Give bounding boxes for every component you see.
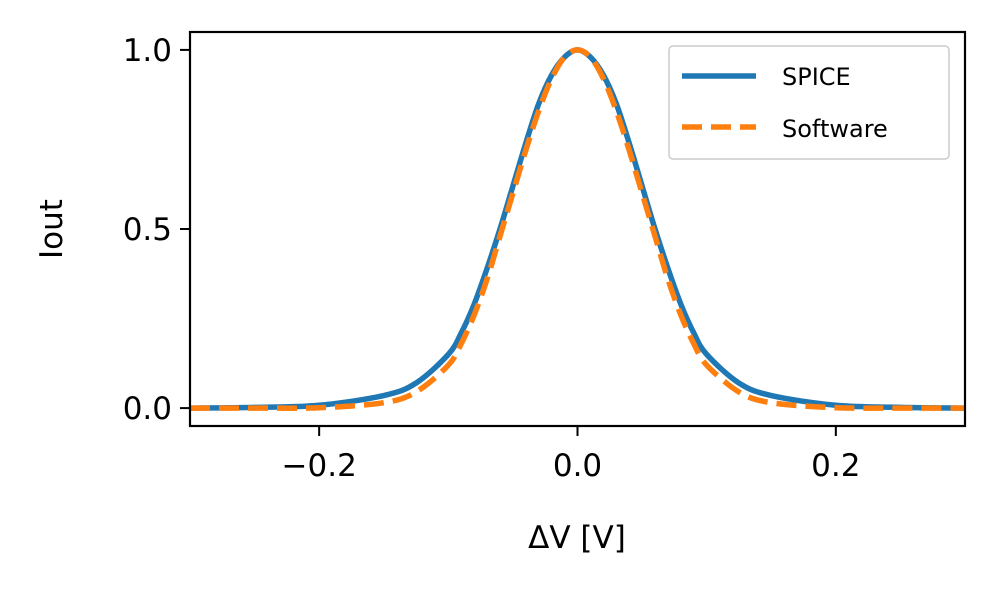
y-tick-label: 1.0 bbox=[123, 33, 172, 69]
y-tick-label: 0.0 bbox=[123, 391, 172, 427]
x-axis-label: ΔV [V] bbox=[528, 520, 626, 556]
legend-label-software: Software bbox=[782, 115, 888, 143]
series-line-software bbox=[189, 47, 966, 411]
y-tick-label: 0.5 bbox=[123, 212, 172, 248]
y-axis-ticks: 0.0 0.5 1.0 bbox=[123, 33, 190, 427]
legend: SPICE Software bbox=[668, 45, 950, 160]
x-tick-label: 0.0 bbox=[553, 448, 602, 484]
x-tick-label: 0.2 bbox=[811, 448, 860, 484]
series-layer bbox=[189, 47, 966, 411]
x-tick-label: −0.2 bbox=[282, 448, 357, 484]
legend-label-spice: SPICE bbox=[782, 63, 851, 91]
x-axis-ticks: −0.2 0.0 0.2 bbox=[282, 426, 860, 484]
y-axis-label: Iout bbox=[34, 199, 70, 259]
